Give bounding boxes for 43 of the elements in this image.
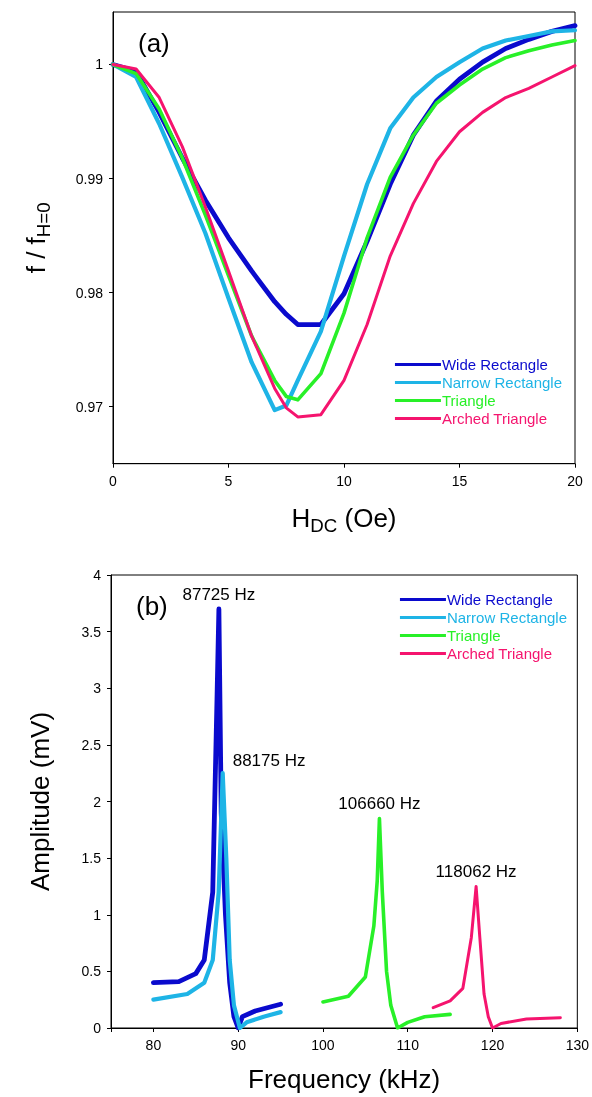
y-axis-title: Amplitude (mV) <box>25 711 55 892</box>
x-tick-label: 0 <box>109 472 118 489</box>
annotation: 88175 Hz <box>232 751 306 771</box>
legend-label: Narrow Rectangle <box>446 609 568 626</box>
annotation: 118062 Hz <box>435 862 517 882</box>
y-tick-label: 0.5 <box>81 963 102 980</box>
y-tick-label: 4 <box>93 567 102 583</box>
x-tick-label: 110 <box>396 1037 420 1053</box>
annotation: (b) <box>136 591 168 621</box>
x-tick-label: 20 <box>567 472 583 489</box>
y-tick-label: 1 <box>93 906 102 923</box>
x-tick-label: 90 <box>230 1037 247 1053</box>
annotation: 106660 Hz <box>338 794 421 814</box>
x-tick-label: 120 <box>480 1037 505 1053</box>
y-tick-label: 3.5 <box>81 623 102 640</box>
legend-label: Wide Rectangle <box>441 356 548 373</box>
x-tick-label: 15 <box>451 472 468 489</box>
line-series <box>431 884 562 1030</box>
y-axis-title: f / fH=0 <box>21 202 54 274</box>
x-tick-label: 80 <box>145 1037 162 1053</box>
x-tick-label: 5 <box>224 472 233 489</box>
x-tick-label: 100 <box>311 1037 335 1053</box>
y-tick-label: 2 <box>93 793 102 810</box>
x-tick-label: 10 <box>336 472 352 489</box>
y-tick-label: 0.97 <box>75 398 104 415</box>
legend-label: Triangle <box>441 392 496 409</box>
y-tick-label: 0.98 <box>75 284 104 301</box>
y-tick-label: 1.5 <box>81 850 102 867</box>
y-tick-label: 3 <box>93 680 102 697</box>
x-tick-label: 130 <box>565 1037 590 1053</box>
legend-label: Wide Rectangle <box>446 591 553 608</box>
legend-label: Triangle <box>446 627 501 644</box>
annotation: (a) <box>138 28 170 58</box>
legend-label: Arched Triangle <box>446 645 553 662</box>
legend-label: Arched Triangle <box>441 410 548 427</box>
x-axis-title: Frequency (kHz) <box>248 1064 441 1094</box>
y-tick-label: 0 <box>93 1020 102 1036</box>
y-tick-label: 1 <box>95 56 104 73</box>
annotation: 87725 Hz <box>182 584 256 604</box>
y-tick-label: 2.5 <box>81 736 102 753</box>
y-tick-label: 0.99 <box>75 170 104 187</box>
legend-label: Narrow Rectangle <box>441 374 563 391</box>
line-series <box>151 771 283 1031</box>
